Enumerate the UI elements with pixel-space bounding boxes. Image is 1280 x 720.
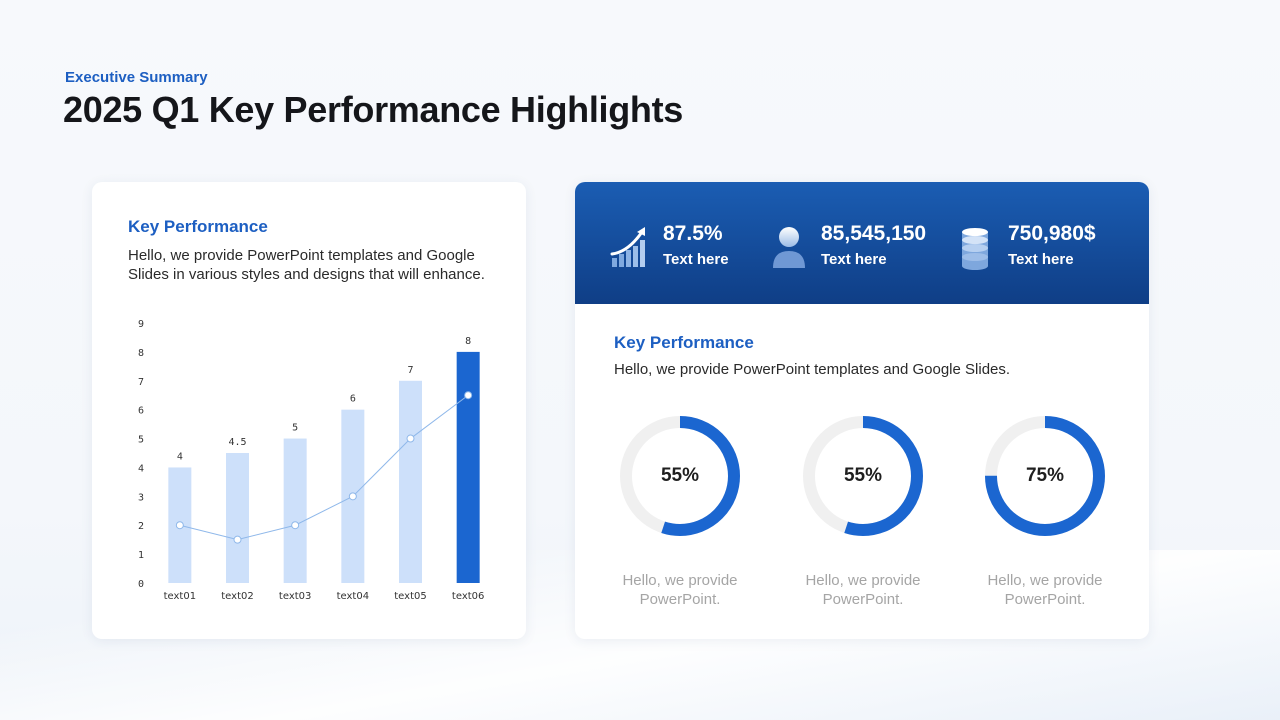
stat-label: Text here [821,251,887,268]
card-heading: Key Performance [614,333,754,352]
x-tick-label: text06 [452,591,484,602]
bar-data-label: 7 [407,365,413,376]
donut-chart: 75% [983,414,1107,538]
y-tick-label: 6 [138,406,144,417]
stat-value: 87.5% [663,222,723,245]
y-tick-label: 4 [138,463,144,474]
bar-data-label: 5 [292,423,298,434]
bar [283,438,307,583]
card-heading: Key Performance [128,217,268,236]
database-icon [962,228,988,270]
stat-label: Text here [1008,251,1074,268]
donut-chart: 55% [801,414,925,538]
page-title: 2025 Q1 Key Performance Highlights [63,89,684,130]
donut-caption: Hello, we provide PowerPoint. [622,572,738,608]
bar-data-label: 4 [177,451,183,462]
bar [399,380,422,583]
user-icon [773,227,805,268]
x-tick-label: text03 [279,591,311,602]
bar [456,351,480,583]
trend-point [464,391,473,400]
trend-point [406,434,415,443]
y-tick-label: 3 [138,492,144,503]
eyebrow-label: Executive Summary [65,69,208,86]
trend-point [175,521,184,530]
key-performance-stats-card: 87.5% Text here 85,545,150 Text here [575,182,1149,639]
bar-line-chart: 0 1 2 3 4 5 6 7 8 9 4 4.5 5 6 7 8 text01 text02 text03 text… [138,319,484,602]
donut-chart: 55% [618,414,742,538]
y-tick-label: 8 [138,348,144,359]
donut-progress-ring [620,416,740,536]
x-tick-label: text02 [221,591,253,602]
trend-point [291,521,300,530]
donut-percent-label: 55% [660,465,700,486]
trend-point [348,492,357,501]
trend-point [233,535,242,544]
bar [226,453,249,583]
y-tick-label: 0 [138,579,144,590]
bar-data-label: 4.5 [228,437,246,448]
bar-data-label: 8 [465,336,471,347]
donut-percent-label: 75% [1025,465,1065,486]
card-description: Hello, we provide PowerPoint templates a… [614,361,1011,378]
x-tick-label: text05 [394,591,426,602]
growth-chart-icon [610,227,645,267]
bar-data-label: 6 [350,394,356,405]
x-tick-label: text01 [164,591,196,602]
y-tick-label: 5 [138,435,144,446]
y-tick-label: 1 [138,550,144,561]
stats-banner: 87.5% Text here 85,545,150 Text here [575,182,1149,304]
y-tick-label: 7 [138,377,144,388]
x-tick-label: text04 [337,591,369,602]
stat-value: 85,545,150 [821,222,927,245]
donut-caption: Hello, we provide PowerPoint. [987,572,1103,608]
donut-progress-ring [985,416,1105,536]
stat-label: Text here [663,251,729,268]
card-description: Hello, we provide PowerPoint templates a… [128,247,485,283]
stat-value: 750,980$ [1008,222,1096,245]
donut-progress-ring [803,416,923,536]
trend-line [179,394,469,541]
y-tick-label: 2 [138,521,144,532]
key-performance-chart-card: Key Performance Hello, we provide PowerP… [92,182,526,639]
y-tick-label: 9 [138,319,144,330]
donut-caption: Hello, we provide PowerPoint. [805,572,921,608]
donut-percent-label: 55% [843,465,883,486]
